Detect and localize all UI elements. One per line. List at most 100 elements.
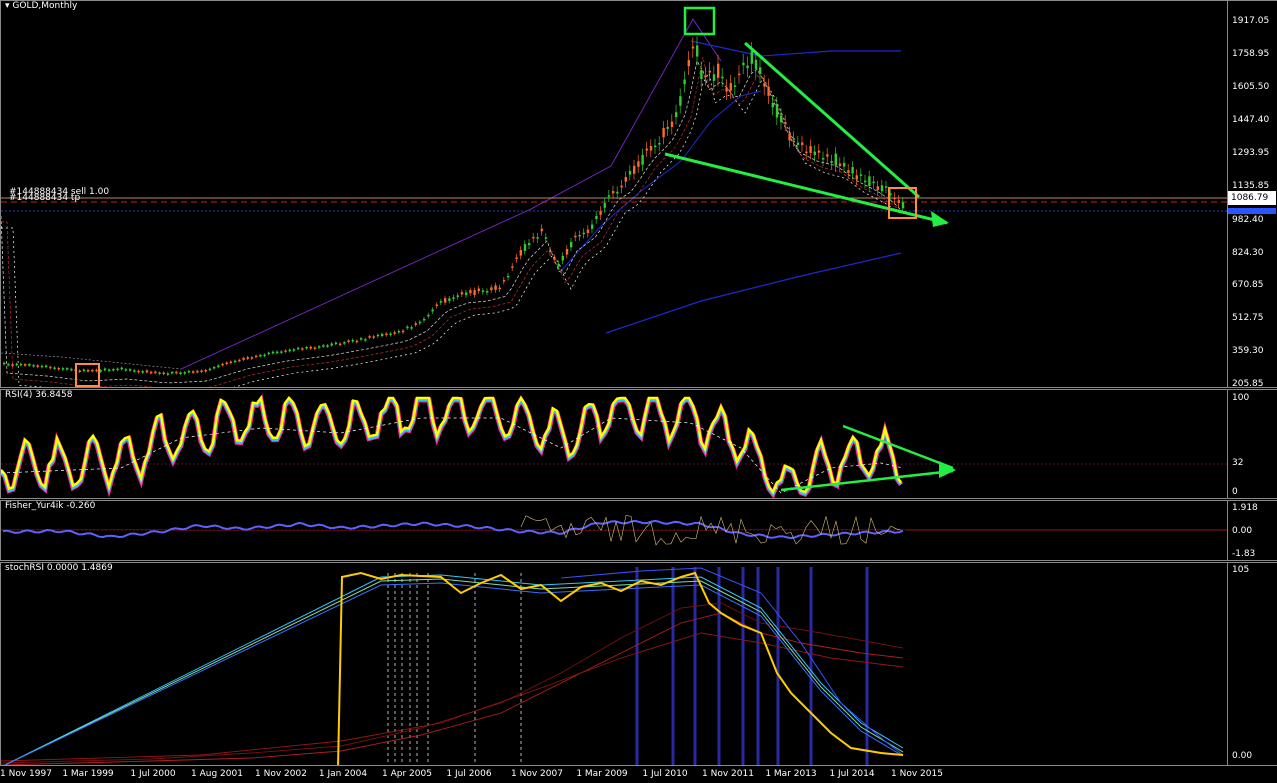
fisher-chart[interactable]	[1, 501, 1228, 561]
candle-body	[280, 351, 283, 353]
fisher-bar	[595, 513, 598, 530]
candle-body	[225, 362, 228, 365]
price-chart[interactable]	[1, 1, 1228, 388]
candle-body	[175, 371, 178, 374]
candle-body	[347, 340, 350, 343]
rsi-trendline-upper	[842, 424, 954, 470]
candle-body	[809, 146, 812, 153]
candle-body	[322, 345, 325, 347]
stochrsi-pane[interactable]: stochRSI 0.0000 1.4869	[0, 562, 1228, 766]
candle-body	[133, 370, 136, 372]
candle-body	[465, 292, 468, 296]
stoch-cyan-line	[4, 582, 904, 765]
candle-body	[162, 372, 165, 375]
rsi-pane[interactable]: RSI(4) 36.8458	[0, 389, 1228, 499]
fisher-bar	[299, 513, 302, 530]
candle-body	[112, 369, 115, 371]
time-tick: 1 Jan 2004	[318, 769, 368, 779]
candle-body	[141, 371, 144, 373]
candle-body	[372, 336, 375, 338]
candle-body	[137, 370, 140, 373]
candle-body	[255, 355, 258, 358]
fisher-bar	[563, 530, 566, 539]
candle-body	[771, 102, 774, 108]
stochrsi-chart[interactable]	[1, 563, 1228, 766]
fisher-tick-high: 1.918	[1232, 503, 1258, 513]
candle-body	[389, 333, 392, 336]
candle-body	[591, 224, 594, 229]
rsi-chart[interactable]	[1, 390, 1228, 499]
candle-body	[108, 369, 111, 372]
fisher-pane[interactable]: Fisher_Yur4ik -0.260	[0, 500, 1228, 561]
fisher-tick-low: -1.83	[1232, 549, 1256, 559]
order-tp-label: #144888434 tp	[9, 193, 81, 203]
candle-body	[725, 87, 728, 92]
candle-body	[633, 165, 636, 174]
candle-body	[486, 291, 489, 293]
candle-body	[780, 115, 783, 123]
price-pane[interactable]: ▾ GOLD,Monthly #144888434 sell 1.00 #144…	[0, 0, 1228, 388]
candle-body	[717, 63, 720, 78]
candle-body	[150, 371, 153, 374]
time-tick: 1 Jul 2014	[829, 769, 875, 779]
time-tick: 1 Apr 2005	[382, 769, 432, 779]
candle-body	[7, 363, 10, 366]
candle-body	[339, 343, 342, 346]
candle-body	[460, 292, 464, 295]
candle-body	[700, 70, 703, 79]
candle-body	[544, 237, 548, 239]
candle-body	[528, 243, 531, 246]
fisher-bar	[795, 530, 798, 548]
candle-body	[805, 151, 808, 154]
low-highlight-box	[75, 363, 100, 387]
candle-body	[868, 176, 871, 187]
order-label: #144888434 sell 1.00	[9, 187, 110, 197]
candle-body	[477, 288, 480, 292]
candle-body	[796, 142, 800, 145]
candle-body	[826, 154, 829, 157]
stoch-blue-line	[560, 567, 904, 756]
fisher-bar	[103, 530, 106, 547]
candle-body	[885, 186, 888, 188]
fisher-bar	[111, 530, 114, 544]
candle-body	[288, 349, 291, 352]
fisher-bar	[675, 510, 678, 530]
ma-red-dashed	[1, 56, 902, 387]
candle-body	[746, 65, 749, 69]
stochrsi-axis: 105 0.00	[1228, 562, 1277, 766]
candle-body	[242, 357, 245, 360]
fisher-bar	[215, 519, 218, 530]
candle-body	[351, 339, 354, 342]
ma-fast-dashed	[1, 60, 902, 384]
price-tick: 982.40	[1232, 215, 1264, 225]
candle-body	[679, 96, 682, 106]
candle-body	[410, 327, 413, 329]
candle-body	[61, 368, 65, 370]
candle-body	[28, 363, 31, 366]
fisher-label: Fisher_Yur4ik -0.260	[5, 501, 96, 511]
candle-body	[229, 361, 233, 364]
candle-body	[675, 112, 678, 118]
fisher-bar	[839, 530, 842, 540]
candle-body	[708, 70, 711, 73]
candle-body	[376, 334, 380, 337]
candle-body	[851, 167, 854, 174]
candle-body	[738, 73, 741, 76]
candle-body	[313, 347, 317, 350]
fisher-axis: 1.918 0.00 -1.83	[1228, 500, 1277, 561]
candle-body	[259, 354, 262, 357]
candle-body	[439, 301, 443, 303]
trendline-arrowhead	[931, 211, 949, 227]
rsi-tick-32: 32	[1232, 458, 1244, 468]
symbol-title: ▾ GOLD,Monthly	[5, 1, 78, 11]
candle-body	[414, 323, 417, 325]
candle-body	[670, 121, 674, 128]
trendline-upper	[744, 41, 920, 199]
candle-body	[3, 362, 6, 365]
candle-body	[515, 257, 518, 260]
fisher-bar	[403, 514, 406, 530]
candle-body	[267, 352, 270, 355]
fisher-bar	[639, 510, 642, 530]
candle-body	[893, 197, 896, 200]
stoch-red-line-2	[1, 602, 904, 764]
